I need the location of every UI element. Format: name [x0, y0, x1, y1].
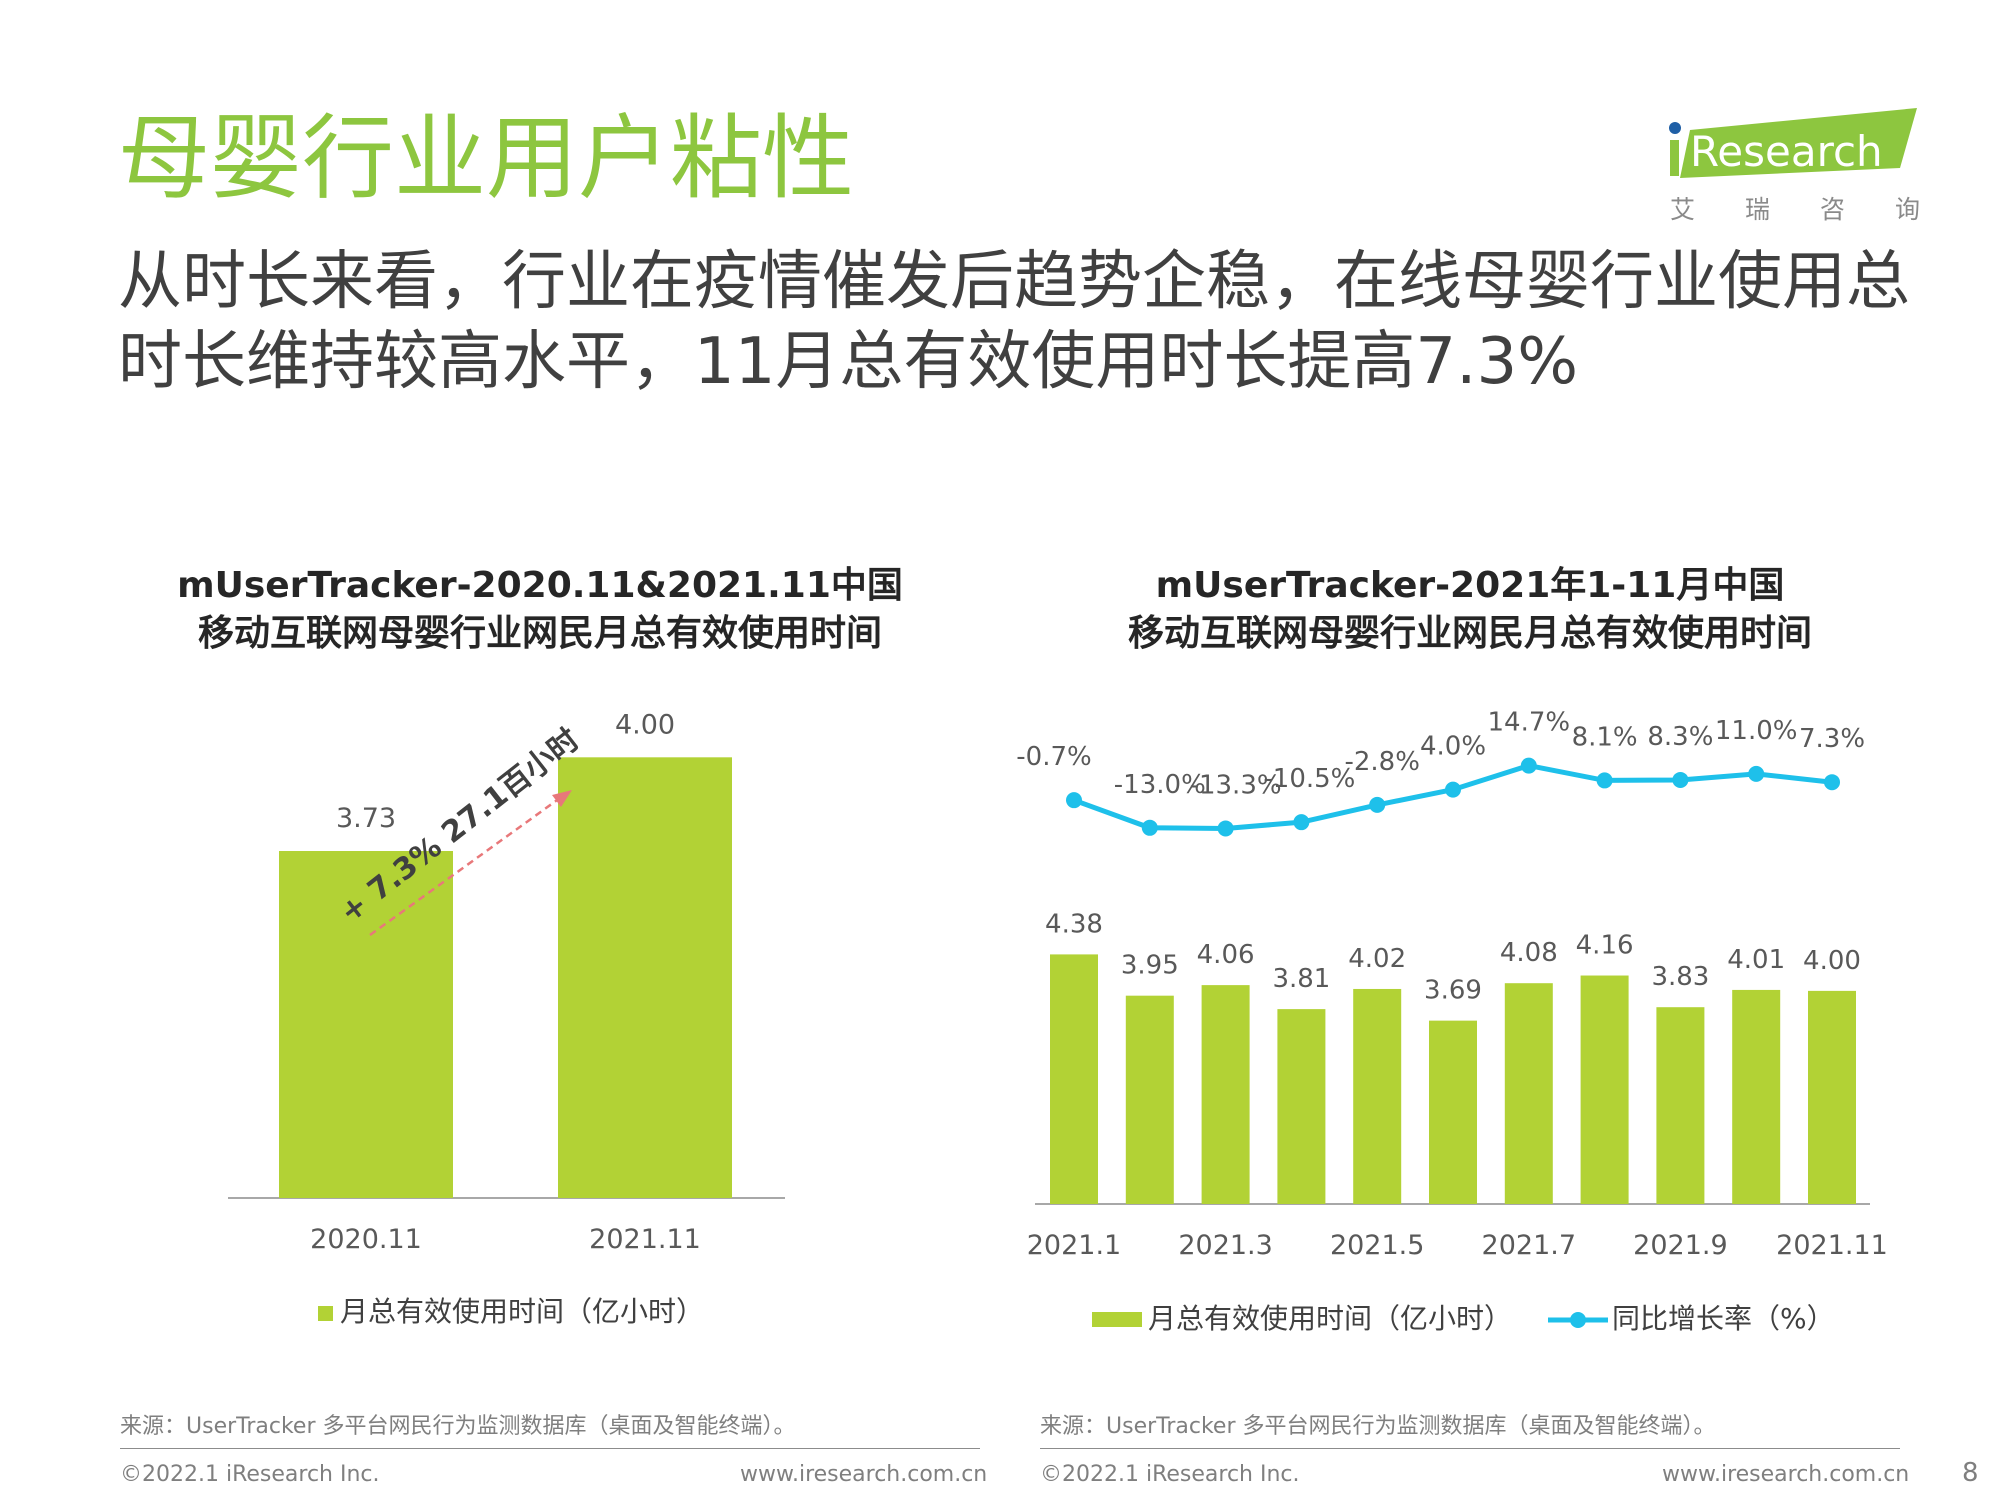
chart1-footer-divider: [120, 1448, 980, 1449]
chart2-bar-label: 4.00: [1803, 946, 1861, 976]
chart2-bar-label: 3.69: [1424, 976, 1482, 1006]
chart2-growth-point: [1672, 771, 1689, 788]
page-subtitle: 从时长来看，行业在疫情催发后趋势企稳，在线母婴行业使用总时长维持较高水平，11月…: [118, 245, 1910, 399]
chart1-legend-label: 月总有效使用时间（亿小时）: [340, 1295, 704, 1328]
chart2-growth-label: 4.0%: [1420, 732, 1486, 762]
chart1-title-line1: mUserTracker-2020.11&2021.11中国: [177, 565, 903, 606]
chart2-growth-point: [1520, 757, 1537, 774]
chart2-growth-label: -10.5%: [1263, 764, 1355, 794]
chart2-bar-label: 4.06: [1197, 940, 1255, 970]
chart2-bar: [1580, 975, 1629, 1204]
chart2-growth-label: 11.0%: [1715, 716, 1798, 746]
chart2-legend-line-label: 同比增长率（%）: [1612, 1302, 1835, 1335]
chart1-website: www.iresearch.com.cn: [740, 1462, 988, 1487]
chart1-title: mUserTracker-2020.11&2021.11中国 移动互联网母婴行业…: [120, 562, 960, 658]
chart2-legend-bar-swatch: [1092, 1312, 1142, 1327]
page-title: 母婴行业用户粘性: [118, 105, 855, 212]
chart1-source: 来源：UserTracker 多平台网民行为监测数据库（桌面及智能终端）。: [120, 1408, 796, 1440]
chart2-source-text: 来源：UserTracker 多平台网民行为监测数据库（桌面及智能终端）。: [1040, 1414, 1716, 1439]
chart2-growth-point: [1293, 814, 1310, 831]
chart2-growth-point: [1141, 819, 1158, 836]
chart2-bar-label: 3.83: [1651, 962, 1709, 992]
chart2-growth-label: -13.0%: [1114, 770, 1206, 800]
chart2-bar: [1125, 995, 1174, 1204]
chart2-bar: [1429, 1020, 1477, 1204]
logo-green-banner: [1680, 108, 1917, 178]
chart2-growth-label: 8.3%: [1647, 722, 1713, 752]
chart1-bar: [558, 757, 732, 1198]
chart1-bar: [279, 851, 453, 1198]
page-number: 8: [1962, 1458, 1979, 1488]
chart1-legend-swatch: [318, 1306, 333, 1321]
logo-i-dot: [1669, 122, 1681, 134]
chart1-growth-arrowhead: [552, 790, 572, 807]
chart2-bar-label: 4.38: [1045, 909, 1103, 939]
chart2-x-tick: 2021.3: [1178, 1230, 1272, 1261]
chart2-source: 来源：UserTracker 多平台网民行为监测数据库（桌面及智能终端）。: [1040, 1408, 1716, 1440]
chart2-x-tick: 2021.1: [1027, 1230, 1121, 1261]
chart2-growth-label: -2.8%: [1344, 747, 1419, 777]
logo-char: 咨: [1819, 195, 1845, 224]
logo-char: 瑞: [1744, 195, 1770, 224]
chart1-value-label: 4.00: [615, 709, 675, 740]
chart2-bar-label: 4.01: [1727, 945, 1785, 975]
chart2-growth-label: 7.3%: [1799, 724, 1865, 754]
chart2-growth-point: [1217, 820, 1234, 837]
chart2-growth-label: 14.7%: [1487, 708, 1570, 738]
chart2-bar: [1808, 990, 1856, 1204]
chart2-bar-label: 3.95: [1121, 951, 1179, 981]
chart2-growth-label: -0.7%: [1016, 742, 1091, 772]
chart1-growth-arrow: [369, 796, 561, 937]
chart2-x-tick: 2021.7: [1482, 1230, 1576, 1261]
chart2-legend-bar-label: 月总有效使用时间（亿小时）: [1148, 1302, 1512, 1335]
chart2-growth-label: -13.3%: [1190, 770, 1282, 800]
chart2-title-line2: 移动互联网母婴行业网民月总有效使用时间: [1127, 613, 1812, 654]
chart2-growth-label: 8.1%: [1572, 722, 1638, 752]
chart1-x-tick: 2021.11: [589, 1224, 701, 1255]
chart2-growth-point: [1748, 765, 1765, 782]
logo-i-stem: [1670, 140, 1679, 176]
logo-char: 询: [1894, 195, 1920, 224]
chart2-bar: [1656, 1007, 1705, 1204]
chart2-footer-divider: [1040, 1448, 1900, 1449]
chart2-plot: 4.38 3.95 4.06 3.81 4.02 3.69 4.08 4.16 3.83 4.01…: [1016, 708, 1888, 1335]
chart2-bar: [1504, 983, 1553, 1204]
chart2-bar: [1050, 954, 1098, 1204]
chart2-growth-point: [1369, 796, 1386, 813]
chart2-title: mUserTracker-2021年1-11月中国 移动互联网母婴行业网民月总有…: [1050, 562, 1890, 658]
chart2-bar: [1353, 988, 1402, 1204]
chart2-bar: [1201, 985, 1250, 1204]
chart2-x-tick: 2021.11: [1776, 1230, 1888, 1261]
iresearch-logo: Research: [1669, 108, 1917, 178]
chart2-bar: [1732, 989, 1781, 1204]
chart2-legend-line-marker: [1570, 1312, 1586, 1328]
chart2-copyright: ©2022.1 iResearch Inc.: [1040, 1462, 1300, 1487]
chart1-copyright: ©2022.1 iResearch Inc.: [120, 1462, 380, 1487]
chart1-title-line2: 移动互联网母婴行业网民月总有效使用时间: [197, 613, 882, 654]
chart2-growth-point: [1066, 792, 1082, 809]
chart2-bar-label: 3.81: [1272, 964, 1330, 994]
chart2-x-tick: 2021.5: [1330, 1230, 1424, 1261]
chart2-growth-point: [1445, 781, 1461, 798]
chart2-website: www.iresearch.com.cn: [1662, 1462, 1910, 1487]
chart2-bar-label: 4.16: [1576, 931, 1634, 961]
chart1-source-text: 来源：UserTracker 多平台网民行为监测数据库（桌面及智能终端）。: [120, 1414, 796, 1439]
chart2-growth-point: [1596, 772, 1613, 789]
chart2-bar-label: 4.08: [1500, 938, 1558, 968]
chart2-growth-point: [1824, 774, 1840, 791]
logo-char: 艾: [1670, 195, 1696, 224]
chart2-x-tick: 2021.9: [1633, 1230, 1727, 1261]
logo-text: Research: [1690, 127, 1883, 176]
chart1-value-label: 3.73: [336, 803, 396, 834]
chart2-bar: [1277, 1009, 1326, 1204]
chart1-x-tick: 2020.11: [310, 1224, 422, 1255]
chart2-bar-label: 4.02: [1348, 944, 1406, 974]
logo-chinese-name: 艾 瑞 咨 询: [1670, 190, 1920, 226]
chart2-title-line1: mUserTracker-2021年1-11月中国: [1155, 565, 1785, 606]
